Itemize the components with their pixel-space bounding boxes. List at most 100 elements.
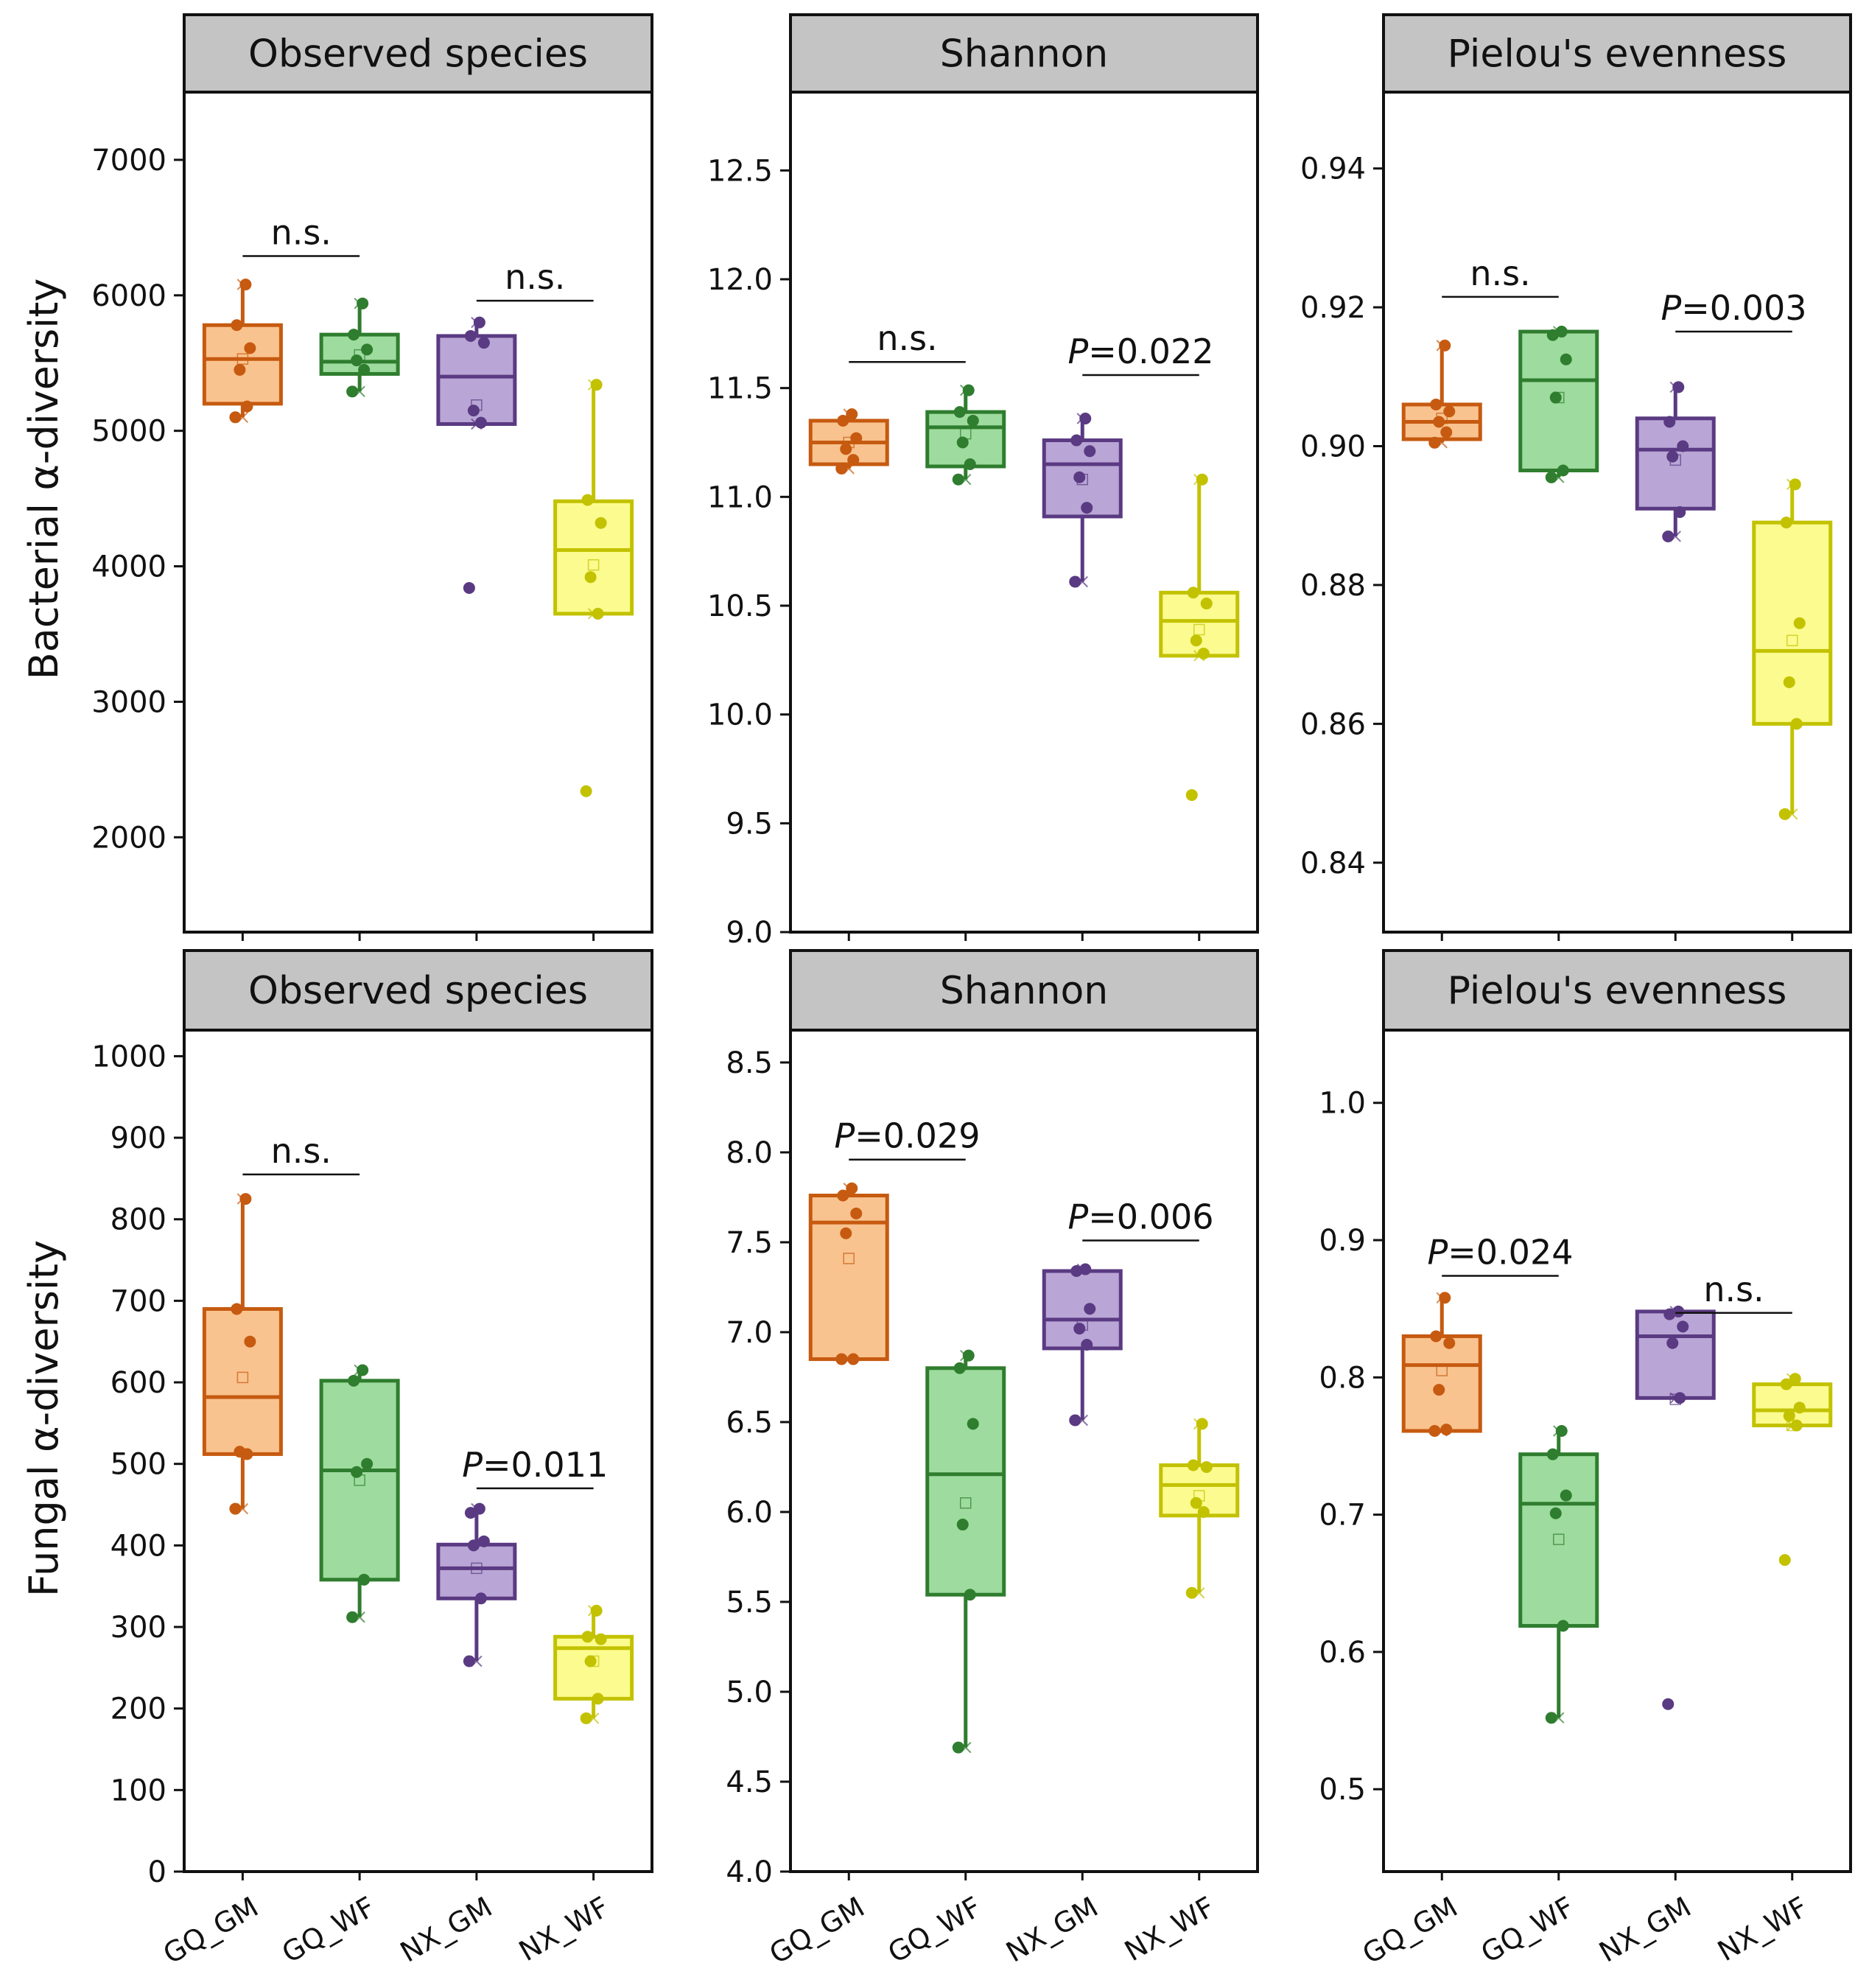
panel-bacterial-pielou-s-evenness-nx-wf-mean-marker xyxy=(1786,634,1798,647)
panel-bacterial-pielou-s-evenness-gq-gm-box-group xyxy=(1401,339,1482,449)
panel-bacterial-shannon-gq-gm-box-group xyxy=(808,408,889,475)
panel-bacterial-pielou-s-evenness-gq-gm-data-point xyxy=(1433,416,1445,428)
panel-bacterial-observed-species-ytick-label: 7000 xyxy=(91,144,166,178)
panel-bacterial-observed-species-nx-gm-data-point xyxy=(467,405,480,417)
panel-fungal-observed-species-gq-gm-mean-marker xyxy=(236,1371,249,1384)
panel-fungal-shannon-nx-gm-data-point xyxy=(1073,1323,1086,1335)
panel-fungal-pielou-s-evenness-gq-wf-box-group xyxy=(1518,1424,1599,1724)
panel-bacterial-pielou-s-evenness: Pielou's evenness 0.84 0.86 0.88 0.90 0.92 0.9… xyxy=(1300,13,1852,941)
panel-fungal-pielou-s-evenness-nx-gm-box-group xyxy=(1635,1305,1716,1710)
panel-bacterial-shannon-plot-area xyxy=(789,91,1259,934)
panel-bacterial-observed-species-nx-gm-data-point xyxy=(473,316,485,329)
panel-fungal-shannon-nx-gm-data-point xyxy=(1070,1264,1083,1277)
panel-fungal-shannon-ytick-label: 5.0 xyxy=(726,1676,773,1709)
panel-fungal-observed-species-title: Observed species xyxy=(248,969,588,1013)
panel-fungal-observed-species-nx-gm-data-point xyxy=(477,1535,490,1547)
panel-fungal-observed-species-gq-gm-data-point xyxy=(229,1502,242,1515)
panel-fungal-observed-species-nx-wf-data-point xyxy=(595,1633,607,1645)
panel-fungal-observed-species-gq-wf-box xyxy=(319,1379,400,1582)
panel-bacterial-observed-species-nx-gm-data-point xyxy=(463,581,475,594)
panel-fungal-shannon-nx-gm-data-point xyxy=(1081,1339,1093,1351)
panel-bacterial-shannon-nx-gm-data-point xyxy=(1081,502,1093,514)
panel-fungal-observed-species-nx-gm-box-group xyxy=(436,1502,517,1667)
panel-bacterial-observed-species-nx-wf-data-point xyxy=(581,494,594,506)
panel-bacterial-observed-species-nx-gm-data-point xyxy=(464,329,477,342)
panel-fungal-observed-species: Observed species 0 100 200 300 400 500 600 700 80… xyxy=(91,949,653,1970)
panel-bacterial-observed-species-ytick-label: 6000 xyxy=(91,279,166,313)
panel-bacterial-pielou-s-evenness-nx-gm-data-point xyxy=(1674,506,1686,518)
panel-fungal-pielou-s-evenness-ytick-label: 0.5 xyxy=(1319,1773,1366,1807)
panel-fungal-observed-species-nx-wf-box xyxy=(553,1634,634,1701)
panel-bacterial-pielou-s-evenness-gq-gm-data-point xyxy=(1440,426,1453,438)
panel-fungal-shannon-gq-gm-data-point xyxy=(847,1353,860,1365)
panel-fungal-observed-species-nx-wf-data-point xyxy=(592,1693,604,1705)
panel-fungal-observed-species-gq-wf-data-point xyxy=(357,1364,369,1376)
panel-fungal-shannon-sig-label: P=0.006 xyxy=(1068,1197,1214,1237)
panel-fungal-pielou-s-evenness-nx-wf-box-group xyxy=(1752,1373,1833,1567)
panel-fungal-shannon-gq-gm-box xyxy=(808,1193,889,1362)
panel-fungal-observed-species-ytick-label: 800 xyxy=(111,1203,166,1237)
panel-bacterial-pielou-s-evenness-gq-wf-data-point xyxy=(1555,326,1568,338)
panel-bacterial-pielou-s-evenness-gq-wf-data-point xyxy=(1549,391,1562,404)
panel-fungal-shannon-gq-gm-data-point xyxy=(850,1207,863,1219)
panel-bacterial-observed-species: Observed species 2000 3000 4000 5000 6000 7000… xyxy=(91,13,653,941)
panel-bacterial-shannon-nx-gm-data-point xyxy=(1084,445,1096,458)
panel-fungal-pielou-s-evenness-nx-gm-data-point xyxy=(1674,1392,1686,1404)
panel-fungal-shannon-nx-wf-data-point xyxy=(1197,1505,1210,1518)
panel-bacterial-observed-species-title: Observed species xyxy=(248,32,588,77)
panel-fungal-shannon-nx-wf-data-point xyxy=(1196,1418,1208,1430)
panel-fungal-observed-species-sig-label: n.s. xyxy=(271,1131,332,1171)
panel-bacterial-pielou-s-evenness-nx-gm-data-point xyxy=(1677,440,1689,452)
panel-bacterial-observed-species-nx-gm-data-point xyxy=(474,416,487,429)
panel-bacterial-shannon-nx-wf-data-point xyxy=(1196,473,1208,486)
panel-bacterial-observed-species-sig-label: n.s. xyxy=(505,257,565,297)
panel-fungal-pielou-s-evenness-ytick-label: 0.7 xyxy=(1319,1499,1366,1533)
panel-bacterial-shannon-title-box xyxy=(789,13,1259,94)
panel-bacterial-observed-species-nx-wf-data-point xyxy=(592,607,604,620)
panel-fungal-observed-species-gq-wf-data-point xyxy=(351,1466,363,1478)
panel-fungal-pielou-s-evenness-nx-gm-box xyxy=(1635,1309,1716,1400)
panel-bacterial-observed-species-nx-gm-box-group xyxy=(436,316,517,594)
panel-bacterial-observed-species-gq-wf-data-point xyxy=(358,363,371,376)
panel-fungal-observed-species-nx-gm-data-point xyxy=(467,1539,480,1552)
panel-bacterial-pielou-s-evenness-nx-gm-data-point xyxy=(1666,450,1679,463)
panel-bacterial-observed-species-ytick-label: 4000 xyxy=(91,550,166,584)
panel-bacterial-shannon-gq-wf-data-point xyxy=(964,458,976,471)
panel-bacterial-pielou-s-evenness-ytick-label: 0.86 xyxy=(1300,707,1366,741)
panel-bacterial-observed-species-gq-wf-data-point xyxy=(346,385,359,398)
panel-bacterial-pielou-s-evenness-nx-wf-data-point xyxy=(1783,676,1795,688)
panel-fungal-shannon-nx-wf-data-point xyxy=(1200,1460,1213,1473)
panel-fungal-shannon-ytick-label: 4.0 xyxy=(726,1855,773,1889)
panel-bacterial-observed-species-gq-wf-data-point xyxy=(351,354,363,367)
panel-fungal-observed-species-nx-wf-data-point xyxy=(580,1712,592,1724)
panel-fungal-pielou-s-evenness-nx-wf-data-point xyxy=(1789,1373,1801,1385)
panel-fungal-pielou-s-evenness-sig-label: P=0.024 xyxy=(1428,1232,1574,1272)
row-label-fungal: Fungal α-diversity xyxy=(21,1240,67,1597)
panel-fungal-shannon-nx-wf-data-point xyxy=(1185,1586,1198,1599)
panel-fungal-observed-species-ytick-label: 600 xyxy=(111,1366,166,1400)
panel-fungal-pielou-s-evenness-nx-gm-data-point xyxy=(1662,1698,1675,1710)
panel-fungal-shannon-plot-area xyxy=(789,1029,1259,1873)
panel-bacterial-pielou-s-evenness-ytick-label: 0.84 xyxy=(1300,847,1366,881)
panel-fungal-observed-species-gq-wf-data-point xyxy=(346,1611,359,1623)
panel-bacterial-observed-species-nx-wf-data-point xyxy=(595,517,607,529)
panel-fungal-pielou-s-evenness-gq-gm-data-point xyxy=(1433,1384,1445,1396)
panel-bacterial-shannon-gq-wf-data-point xyxy=(956,436,969,449)
panel-fungal-observed-species-gq-wf-data-point xyxy=(348,1374,360,1387)
panel-bacterial-observed-species-nx-wf-box-group xyxy=(553,379,634,797)
panel-bacterial-observed-species-gq-wf-data-point xyxy=(361,343,374,356)
panel-bacterial-observed-species-gq-wf-data-point xyxy=(357,297,369,309)
panel-fungal-observed-species-ytick-label: 900 xyxy=(111,1121,166,1155)
panel-bacterial-shannon-ytick-label: 11.5 xyxy=(707,372,773,406)
panel-fungal-shannon-sig-label: P=0.029 xyxy=(835,1116,981,1156)
panel-fungal-shannon-nx-gm-data-point xyxy=(1079,1263,1092,1275)
panel-fungal-shannon-ytick-label: 4.5 xyxy=(726,1765,773,1799)
panel-bacterial-pielou-s-evenness-title: Pielou's evenness xyxy=(1448,32,1787,77)
panel-fungal-shannon-ytick-label: 8.0 xyxy=(726,1136,773,1170)
panel-fungal-shannon-gq-wf-data-point xyxy=(953,1362,966,1374)
panel-fungal-shannon-nx-wf-box-group xyxy=(1159,1418,1240,1599)
panel-bacterial-observed-species-nx-wf-data-point xyxy=(584,571,597,584)
panel-bacterial-shannon-title: Shannon xyxy=(940,32,1109,77)
panel-fungal-pielou-s-evenness-gq-wf-data-point xyxy=(1555,1424,1568,1437)
